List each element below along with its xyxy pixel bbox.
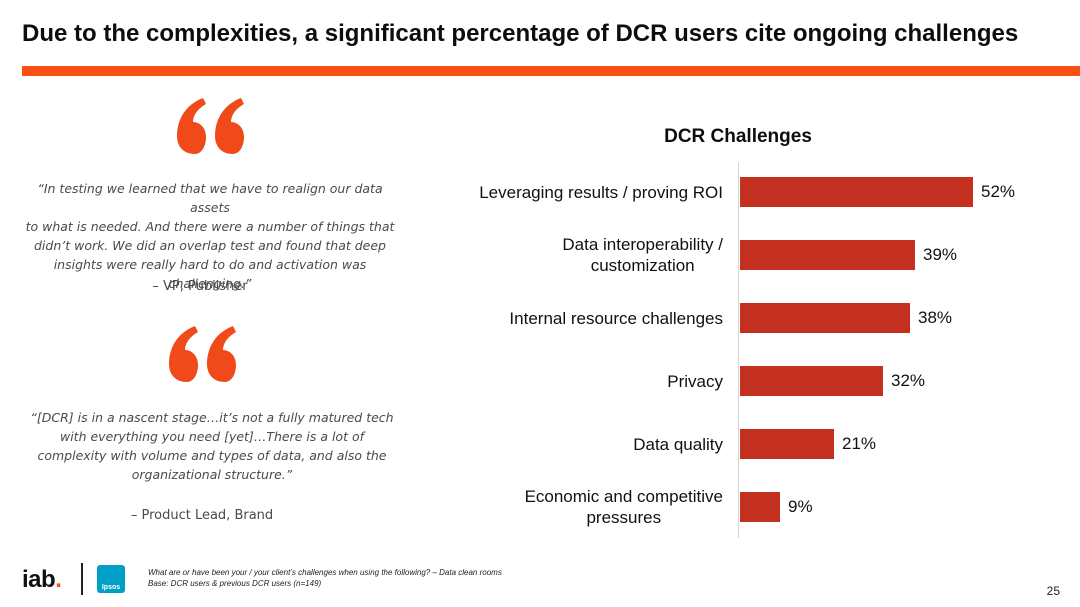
bar-value-label: 32% — [891, 371, 926, 390]
bar-value-label: 39% — [923, 245, 958, 264]
bar — [740, 303, 910, 333]
quote-mark-icon — [169, 326, 236, 382]
page-number: 25 — [1046, 584, 1060, 598]
iab-logo-text: iab — [22, 566, 56, 593]
bar-value-label: 38% — [918, 308, 953, 327]
quote-2-line: “[DCR] is in a nascent stage…it’s not a … — [30, 410, 394, 425]
quote-mark-icon — [177, 98, 244, 154]
category-label: Data quality — [633, 434, 723, 455]
ipsos-logo: Ipsos — [97, 565, 125, 593]
bar-value-label: 9% — [788, 497, 813, 516]
iab-logo: iab. — [22, 566, 62, 594]
quote-2-attribution: – Product Lead, Brand — [130, 508, 274, 523]
category-label-line: Internal resource challenges — [509, 308, 723, 328]
category-label-line: customization — [590, 256, 695, 275]
accent-bar — [22, 66, 1080, 76]
category-label-line: Privacy — [667, 371, 723, 391]
bar — [740, 492, 780, 522]
quote-1-line: “In testing we learned that we have to r… — [37, 181, 383, 215]
bar — [740, 240, 915, 270]
category-label: Economic and competitive pressures — [525, 486, 723, 528]
category-label-line: pressures — [586, 508, 662, 527]
category-label-line: Leveraging results / proving ROI — [479, 182, 723, 202]
bar-value-label: 21% — [842, 434, 877, 453]
bar — [740, 177, 973, 207]
quote-2-line: complexity with volume and types of data… — [37, 448, 387, 463]
category-label-line: Economic and competitive — [524, 487, 723, 506]
category-label: Data interoperability / customization — [562, 234, 723, 276]
category-label-line: Data interoperability / — [562, 235, 723, 254]
category-label: Leveraging results / proving ROI — [479, 182, 723, 203]
category-label-line: Data quality — [633, 434, 723, 454]
quote-2-text: “[DCR] is in a nascent stage…it’s not a … — [22, 408, 402, 484]
quote-2-line: with everything you need [yet]…There is … — [59, 429, 365, 444]
logo-divider — [81, 563, 83, 595]
page-title: Due to the complexities, a significant p… — [22, 20, 1019, 47]
category-label: Privacy — [667, 371, 723, 392]
quote-1-attribution: – VP, Publisher — [152, 279, 248, 294]
quote-1-line: insights were really hard to do and acti… — [53, 257, 367, 291]
quote-1-text: “In testing we learned that we have to r… — [20, 179, 400, 293]
chart-axis-line — [738, 162, 739, 538]
footnote-base: Base: DCR users & previous DCR users (n=… — [148, 579, 322, 588]
quote-1-line: to what is needed. And there were a numb… — [25, 219, 395, 234]
footnote-question: What are or have been your / your client… — [148, 568, 502, 577]
quote-1-line: didn’t work. We did an overlap test and … — [34, 238, 386, 253]
footnote: What are or have been your / your client… — [148, 567, 502, 589]
chart-title: DCR Challenges — [664, 126, 812, 147]
category-label: Internal resource challenges — [509, 308, 723, 329]
bar — [740, 366, 883, 396]
bar-value-label: 52% — [981, 182, 1016, 201]
iab-logo-dot: . — [55, 566, 62, 593]
quote-2-line: organizational structure.” — [131, 467, 293, 482]
bar — [740, 429, 834, 459]
